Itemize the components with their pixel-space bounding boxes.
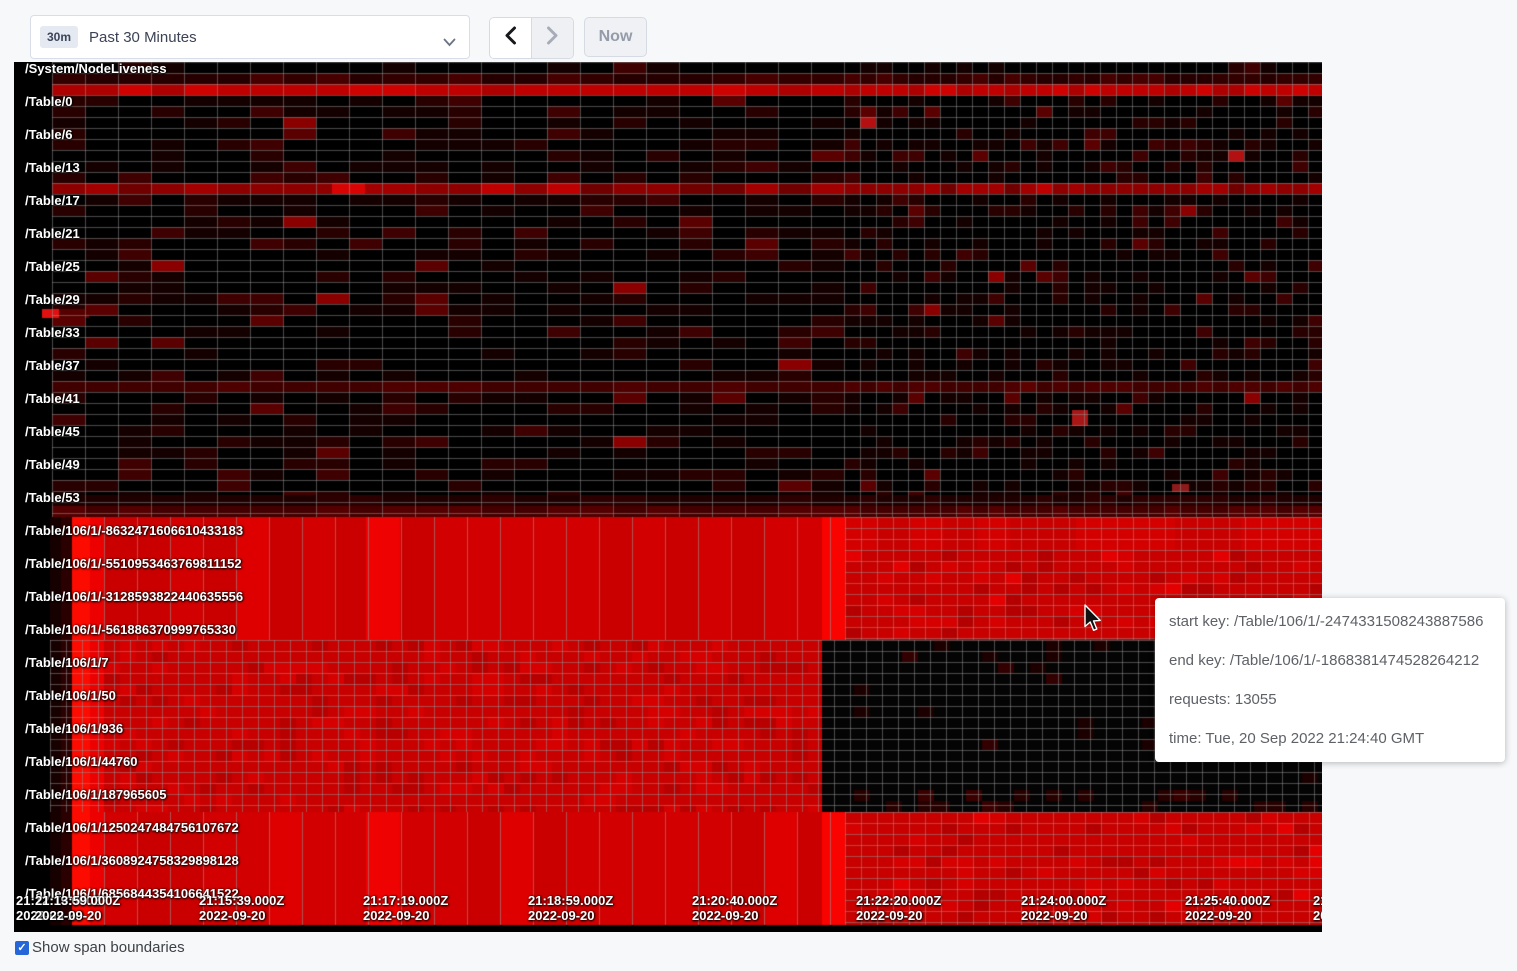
next-time-button[interactable] (532, 18, 573, 58)
row-label: /Table/106/1/187965605 (25, 787, 167, 802)
x-axis-label: 21:25:40.000Z 2022-09-20 (1185, 893, 1271, 923)
row-label: /Table/33 (25, 325, 80, 340)
x-axis-label: 21:18:59.000Z 2022-09-20 (528, 893, 614, 923)
row-label: /System/NodeLiveness (25, 62, 167, 76)
row-label: /Table/13 (25, 160, 80, 175)
row-label: /Table/106/1/936 (25, 721, 124, 736)
row-label: /Table/45 (25, 424, 80, 439)
key-visualizer-map: /System/NodeLiveness/Table/0/Table/6/Tab… (14, 62, 1322, 932)
row-label: /Table/106/1/7 (25, 655, 109, 670)
row-label: /Table/106/1/44760 (25, 754, 138, 769)
row-label: /Table/106/1/3608924758329898128 (25, 853, 239, 868)
row-label: /Table/6 (25, 127, 73, 142)
row-label: /Table/41 (25, 391, 80, 406)
x-axis-label: 21:15:39.000Z 2022-09-20 (199, 893, 285, 923)
row-label: /Table/17 (25, 193, 80, 208)
row-label: /Table/106/1/-5510953463769811152 (25, 556, 242, 571)
show-span-boundaries-label: Show span boundaries (32, 939, 185, 956)
cell-tooltip: start key: /Table/106/1/-247433150824388… (1155, 598, 1505, 762)
x-axis-label: 21:24:00.000Z 2022-09-20 (1021, 893, 1107, 923)
heatmap-canvas[interactable] (14, 62, 1322, 932)
tooltip-start-key: start key: /Table/106/1/-247433150824388… (1169, 613, 1484, 630)
row-label: /Table/49 (25, 457, 80, 472)
x-axis-label: 21:17:19.000Z 2022-09-20 (363, 893, 449, 923)
tooltip-time: time: Tue, 20 Sep 2022 21:24:40 GMT (1169, 730, 1425, 747)
row-label: /Table/106/1/1250247484756107672 (25, 820, 239, 835)
row-label: /Table/25 (25, 259, 80, 274)
row-label: /Table/106/1/50 (25, 688, 116, 703)
tooltip-requests: requests: 13055 (1169, 691, 1277, 708)
time-range-select[interactable]: 30m Past 30 Minutes (30, 15, 470, 59)
chevron-down-icon (443, 34, 456, 52)
row-label: /Table/106/1/-8632471606610433183 (25, 523, 244, 538)
time-range-value: Past 30 Minutes (89, 28, 197, 46)
time-nav-group (489, 17, 574, 59)
row-label: /Table/106/1/-561886370999765330 (25, 622, 236, 637)
tooltip-end-key: end key: /Table/106/1/-18683814745282642… (1169, 652, 1480, 669)
row-label: /Table/53 (25, 490, 80, 505)
chevron-left-icon (504, 26, 517, 50)
row-label: /Table/37 (25, 358, 80, 373)
time-range-badge: 30m (40, 26, 79, 48)
x-axis-label: 21:13:59.000Z 2022-09-20 (35, 893, 121, 923)
row-label: /Table/29 (25, 292, 80, 307)
span-boundaries-control: ✓ Show span boundaries (15, 939, 185, 956)
row-label: /Table/106/1/-3128593822440635556 (25, 589, 244, 604)
row-label: /Table/21 (25, 226, 80, 241)
prev-time-button[interactable] (490, 18, 532, 58)
chevron-right-icon (546, 26, 559, 50)
row-label: /Table/0 (25, 94, 73, 109)
row-label: /Table/106/1/6856844354106641522 (25, 886, 239, 901)
now-button[interactable]: Now (584, 17, 647, 57)
x-axis-label: 21:22:20.000Z 2022-09-20 (856, 893, 942, 923)
x-axis-label: 21:12:19.000Z 2022-09-20 (16, 893, 102, 923)
x-axis-label: 21:20:40.000Z 2022-09-20 (692, 893, 778, 923)
show-span-boundaries-checkbox[interactable]: ✓ (15, 940, 29, 955)
